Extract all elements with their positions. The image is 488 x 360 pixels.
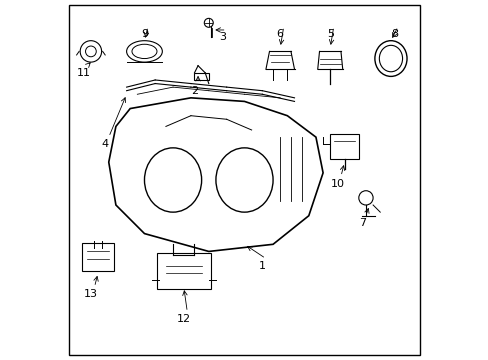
Text: 2: 2 <box>190 86 198 96</box>
Text: 5: 5 <box>326 28 333 39</box>
Text: 13: 13 <box>84 289 98 299</box>
Text: 10: 10 <box>330 179 344 189</box>
Text: 3: 3 <box>219 32 226 42</box>
Text: 1: 1 <box>258 261 265 271</box>
Text: 7: 7 <box>358 218 365 228</box>
Bar <box>329 134 358 158</box>
Text: 11: 11 <box>77 68 91 78</box>
Text: 8: 8 <box>390 28 397 39</box>
Text: 9: 9 <box>141 28 148 39</box>
Text: 4: 4 <box>102 139 108 149</box>
Text: 6: 6 <box>276 28 283 39</box>
Bar <box>194 73 208 80</box>
Text: 12: 12 <box>176 314 190 324</box>
